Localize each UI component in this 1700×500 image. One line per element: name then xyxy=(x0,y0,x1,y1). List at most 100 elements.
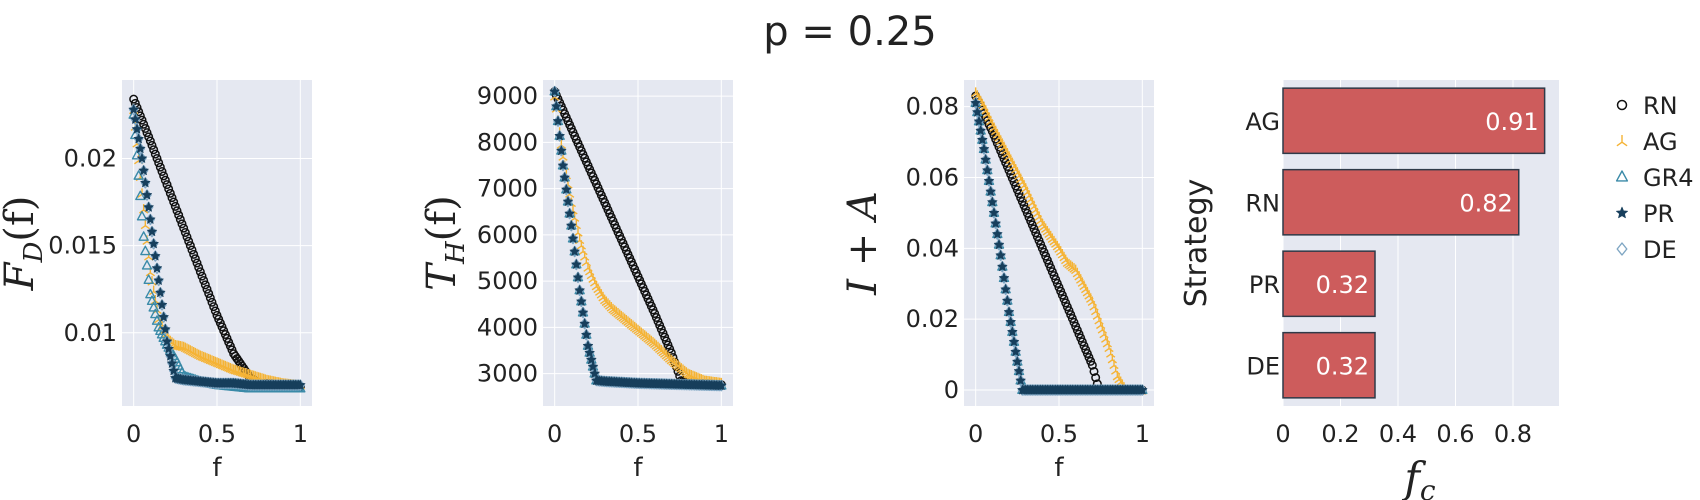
y-tick-label: 6000 xyxy=(477,221,538,249)
data-point xyxy=(200,280,210,290)
data-point xyxy=(160,175,170,185)
data-point xyxy=(136,210,148,221)
data-point xyxy=(145,214,156,224)
data-point xyxy=(143,201,154,212)
y-tick-label: 0.01 xyxy=(64,319,117,347)
data-point xyxy=(973,116,985,126)
data-point xyxy=(169,197,179,207)
data-point xyxy=(209,302,219,312)
data-point xyxy=(589,368,600,378)
legend-marker xyxy=(1616,135,1628,147)
y-tick-label: 3000 xyxy=(477,360,538,388)
legend-label: AG xyxy=(1643,128,1678,156)
y-tick-label: 9000 xyxy=(477,82,538,110)
data-point xyxy=(142,128,152,138)
data-point xyxy=(579,318,590,329)
data-point xyxy=(133,170,144,180)
data-point xyxy=(975,125,986,136)
data-point xyxy=(576,296,587,306)
data-point xyxy=(1087,360,1097,370)
data-point xyxy=(1089,366,1099,376)
data-point xyxy=(151,262,163,273)
data-point xyxy=(150,250,161,261)
y-tick-label: 8000 xyxy=(477,128,538,156)
legend-marker xyxy=(1616,242,1628,256)
data-point xyxy=(136,153,148,163)
data-point xyxy=(156,299,168,310)
data-point xyxy=(556,145,567,156)
x-tick-label: 0 xyxy=(968,420,983,448)
data-point xyxy=(177,219,187,229)
data-point xyxy=(155,287,166,298)
x-tick-label: 0.5 xyxy=(619,420,657,448)
data-point xyxy=(987,196,998,207)
data-point xyxy=(158,311,169,322)
legend-label: GR4 xyxy=(1643,164,1694,192)
y-axis-label-th: TH(f) xyxy=(419,195,471,290)
y-axis-label-ia: I + A xyxy=(840,191,886,296)
panel-th: 0 0.5 1 3000 4000 5000 6000 7000 8000 9000 f TH(f) xyxy=(419,80,733,483)
data-point xyxy=(140,245,151,256)
data-point xyxy=(187,245,197,255)
data-point xyxy=(582,340,594,351)
data-point xyxy=(559,172,570,182)
x-axis-label: f xyxy=(633,453,643,483)
data-point xyxy=(574,285,585,295)
data-point xyxy=(210,306,220,316)
data-point xyxy=(1010,346,1021,357)
data-point xyxy=(149,145,159,155)
y-tick-label: 0.015 xyxy=(48,232,117,260)
data-point xyxy=(205,293,215,303)
x-tick-label: 0.8 xyxy=(1494,420,1532,448)
data-point xyxy=(551,101,562,111)
data-point xyxy=(586,354,597,365)
data-point xyxy=(133,133,144,144)
legend-label: PR xyxy=(1643,200,1674,228)
data-point xyxy=(164,184,174,194)
data-point xyxy=(980,154,991,165)
data-point xyxy=(197,271,207,281)
data-point xyxy=(1091,373,1101,383)
markers xyxy=(970,87,1148,396)
data-point xyxy=(199,275,209,285)
panel-fd: 0 0.5 1 0.01 0.015 0.02 f FD(f) xyxy=(0,80,312,483)
data-point xyxy=(985,186,996,196)
data-point xyxy=(1008,336,1020,347)
data-point xyxy=(159,171,169,181)
x-axis-label: f xyxy=(1054,453,1064,483)
data-point xyxy=(195,267,205,277)
y-tick-label: PR xyxy=(1249,271,1280,299)
data-point xyxy=(192,258,202,268)
x-tick-label: 0 xyxy=(1275,420,1290,448)
y-tick-label: DE xyxy=(1246,352,1280,380)
bar-value-label: 0.32 xyxy=(1316,352,1369,380)
data-point xyxy=(572,272,584,282)
data-point xyxy=(165,188,175,198)
legend-item-gr4: GR4 xyxy=(1615,164,1694,192)
data-point xyxy=(970,97,981,108)
data-point xyxy=(1002,295,1013,306)
data-point xyxy=(557,160,569,170)
data-point xyxy=(978,143,990,154)
data-point xyxy=(569,246,580,256)
data-point xyxy=(990,218,1001,228)
x-tick-label: 0.5 xyxy=(198,420,236,448)
data-point xyxy=(165,350,176,361)
data-point xyxy=(1013,365,1025,376)
data-point xyxy=(147,140,157,150)
data-point xyxy=(131,123,143,134)
data-point xyxy=(157,167,167,177)
data-point xyxy=(1003,306,1015,317)
data-point xyxy=(567,233,579,243)
data-point xyxy=(190,254,200,264)
data-point xyxy=(138,231,149,241)
bar-de xyxy=(1282,331,1376,399)
bar-ag xyxy=(1282,87,1546,155)
data-point xyxy=(549,86,560,96)
data-point xyxy=(554,130,565,141)
data-point xyxy=(145,136,155,146)
y-tick-label: 0.02 xyxy=(906,305,959,333)
x-axis-label-fc: fc xyxy=(1401,453,1436,500)
y-tick-label: 0.06 xyxy=(906,163,959,191)
data-point xyxy=(189,249,199,259)
